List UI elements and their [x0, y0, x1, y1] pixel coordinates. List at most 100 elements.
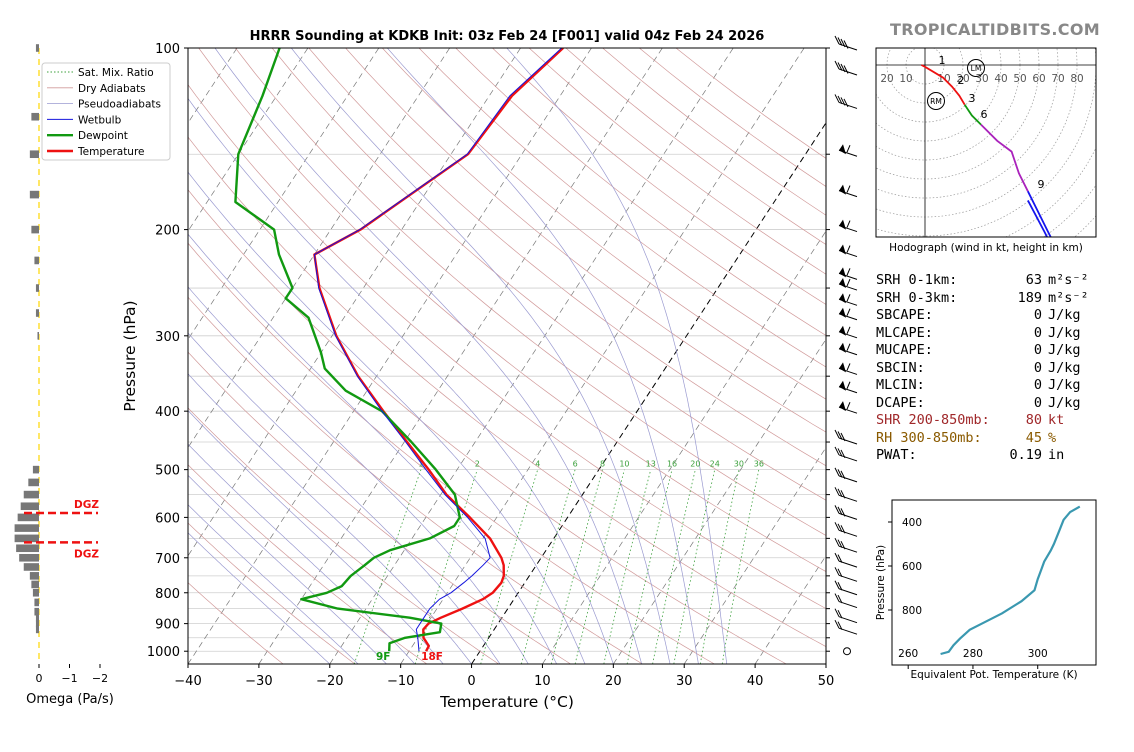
parameter-unit: J/kg [1048, 377, 1081, 393]
omega-x-tick-label: −1 [61, 672, 77, 685]
wind-barb [843, 647, 851, 656]
parameter-row: SRH 0-1km: 63 m²s⁻² [876, 272, 1089, 290]
wind-barb [838, 184, 858, 198]
hodograph-ring-label: 20 [880, 73, 893, 85]
isotherm-line [188, 48, 592, 664]
parameter-unit: in [1048, 447, 1065, 463]
omega-bar [29, 150, 39, 159]
parameter-row: SBCAPE: 0 J/kg [876, 307, 1089, 325]
parameter-label: RH 300-850mb: [876, 429, 982, 446]
wind-barb [838, 325, 858, 339]
omega-bar [32, 588, 39, 597]
parameter-value: 0 [1033, 324, 1042, 341]
wind-barb [838, 278, 858, 291]
dry-adiabat [188, 136, 826, 648]
dry-adiabat [188, 242, 715, 664]
mixing-ratio-label: 1 [418, 460, 423, 469]
parameter-label: SRH 0-1km: [876, 272, 958, 288]
legend-entry: Pseudoadiabats [78, 99, 161, 111]
wind-barb [834, 522, 858, 537]
dry-adiabat [188, 189, 787, 664]
parameter-value: 189 [1017, 289, 1042, 306]
wind-barb [834, 552, 858, 568]
wind-barb [834, 567, 858, 582]
mixing-ratio-label: 8 [600, 460, 605, 469]
parameter-value: 0 [1033, 307, 1042, 323]
isotherm-line [683, 446, 826, 664]
wind-barb [834, 537, 858, 553]
omega-bar [34, 607, 39, 616]
wind-barb [834, 487, 858, 502]
parameter-label: MLCAPE: [876, 324, 933, 341]
theta-e-y-tick-label: 600 [902, 561, 922, 573]
mixing-ratio-line [603, 469, 652, 664]
dry-adiabat [345, 48, 826, 433]
y-tick-label: 800 [155, 587, 180, 602]
parameter-unit: J/kg [1048, 394, 1081, 411]
parameter-label: MLCIN: [876, 377, 925, 393]
dry-adiabat [235, 48, 826, 536]
legend-box [41, 62, 171, 161]
hodograph-ring-label: 30 [975, 73, 988, 85]
omega-bar [16, 544, 39, 553]
mixing-ratio-line [414, 469, 478, 664]
dry-adiabat [271, 48, 826, 501]
x-tick-label: 30 [676, 674, 693, 689]
parameter-value: 0 [1033, 394, 1042, 411]
parameter-row: PWAT: 0.19 in [876, 447, 1089, 465]
hodograph-ring-label: 10 [899, 73, 912, 85]
theta-e-frame [891, 499, 1097, 666]
mixing-ratio-label: 30 [734, 460, 744, 469]
omega-bar [17, 513, 39, 522]
hodograph-frame [875, 47, 1097, 238]
hodograph-trace [963, 104, 982, 126]
pseudoadiabat [506, 48, 728, 664]
mixing-ratio-line [550, 469, 603, 664]
parameter-unit: J/kg [1048, 307, 1081, 323]
theta-e-x-tick-label: 280 [963, 648, 983, 660]
isotherm-line [188, 48, 521, 557]
legend: Sat. Mix. Ratio Dry Adiabats Pseudoadiabat… [41, 62, 171, 161]
parameter-label: SBCIN: [876, 359, 925, 376]
surface-dewpoint-label: 9F [376, 651, 390, 663]
legend-entry: Wetbulb [78, 114, 122, 126]
mixing-ratio-label: 4 [535, 460, 540, 469]
hodograph-height-label: 2 [958, 74, 965, 87]
omega-bar [20, 502, 39, 511]
wind-barb [838, 267, 858, 280]
parameter-value: 0.19 [1009, 447, 1042, 463]
omega-bar [35, 613, 39, 622]
wind-barb [834, 608, 858, 624]
dry-adiabat [492, 48, 826, 305]
mixing-ratio-line [521, 469, 576, 664]
legend-entry: Sat. Mix. Ratio [78, 67, 154, 79]
y-tick-label: 200 [155, 224, 180, 239]
wind-barb [834, 505, 858, 520]
omega-bar [35, 44, 39, 52]
hodograph-ring-label: 60 [1032, 73, 1045, 85]
parameter-unit: m²s⁻² [1048, 272, 1089, 288]
mixing-ratio-label: 16 [667, 460, 677, 469]
dry-adiabat [188, 84, 826, 610]
dry-adiabat [188, 582, 284, 664]
legend-entry: Temperature [77, 146, 145, 158]
parameter-label: SRH 0-3km: [876, 289, 958, 306]
x-tick-label: −20 [316, 674, 343, 689]
dry-adiabat [188, 351, 571, 664]
hodograph-trace [980, 123, 1029, 192]
omega-x-tick-label: −2 [92, 672, 108, 685]
x-tick-label: 10 [534, 674, 551, 689]
parameter-unit: kt [1048, 412, 1065, 428]
isotherm-line [0, 48, 24, 664]
wind-barb [834, 60, 858, 76]
hodograph-trace [920, 64, 966, 106]
omega-bar [14, 534, 40, 543]
pseudoadiabat [188, 373, 472, 664]
omega-x-tick-label: 0 [36, 672, 43, 685]
dgz-label-top: DGZ [74, 499, 99, 511]
parameter-unit: J/kg [1048, 324, 1081, 341]
isotherm-line [542, 230, 826, 664]
x-tick-label: 0 [467, 674, 475, 689]
pseudoadiabat [188, 532, 331, 664]
